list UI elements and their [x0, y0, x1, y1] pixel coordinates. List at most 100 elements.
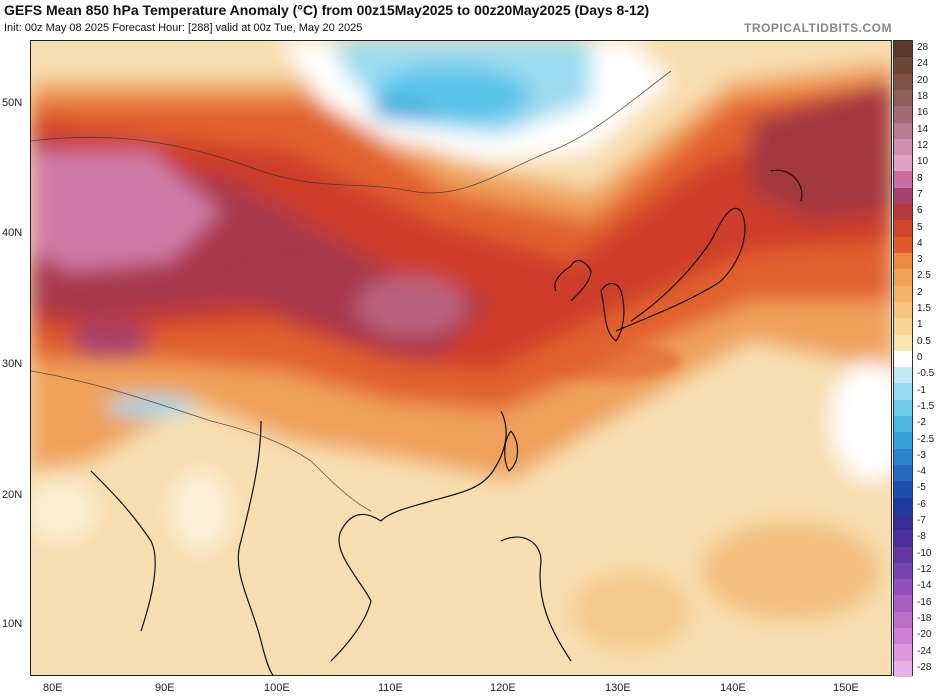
lat-label-50: 50N [2, 97, 23, 109]
color-swatch [894, 399, 912, 417]
color-swatch [894, 285, 912, 303]
color-swatch [894, 611, 912, 629]
color-scale-label: -16 [917, 596, 932, 608]
color-scale-label: 2.5 [917, 270, 931, 282]
color-swatch [894, 481, 912, 499]
color-scale-label: -2 [917, 417, 926, 429]
color-swatch [894, 187, 912, 205]
color-scale-label: -2.5 [917, 433, 935, 445]
color-swatch [894, 595, 912, 613]
color-scale-label: -10 [917, 547, 932, 559]
color-swatch [894, 41, 912, 58]
lon-label-100: 100E [264, 682, 290, 694]
color-scale-label: -28 [917, 661, 932, 673]
color-scale-label: 4 [917, 237, 923, 249]
color-scale-label: -12 [917, 564, 932, 575]
color-scale-label: 3 [917, 254, 923, 266]
color-scale-label: -6 [917, 498, 926, 510]
color-swatch [894, 530, 912, 548]
map-title: GEFS Mean 850 hPa Temperature Anomaly (°… [4, 2, 650, 18]
lon-label-120: 120E [490, 682, 516, 694]
lat-label-10: 10N [2, 618, 23, 630]
country-borders [31, 70, 672, 512]
color-scale-label: 6 [917, 205, 923, 217]
map-subtitle: Init: 00z May 08 2025 Forecast Hour: [28… [4, 22, 363, 34]
color-scale-label: -7 [917, 515, 926, 527]
lat-label-20: 20N [2, 489, 23, 501]
lon-label-110: 110E [378, 682, 403, 694]
lat-label-40: 40N [2, 227, 23, 239]
color-scale-label: 2 [917, 286, 923, 298]
color-scale-label: -1 [917, 384, 926, 396]
anomaly-detail [231, 261, 681, 381]
color-swatch [894, 155, 912, 172]
color-swatch [894, 562, 912, 580]
map-canvas [31, 41, 891, 675]
color-swatch [894, 465, 912, 482]
color-swatch [894, 660, 912, 678]
color-swatch [894, 367, 912, 384]
anomaly-field [31, 41, 891, 675]
color-swatch [894, 318, 912, 336]
color-scale-label: 14 [917, 123, 929, 135]
color-swatch [894, 513, 912, 531]
color-scale-label: 1.5 [917, 303, 931, 315]
lon-label-150: 150E [833, 682, 859, 694]
lat-label-30: 30N [2, 358, 23, 370]
color-scale-label: 24 [917, 58, 929, 70]
color-swatch [894, 106, 912, 124]
lon-label-80: 80E [43, 682, 63, 694]
color-scale-bar [893, 40, 913, 678]
color-swatch [894, 350, 912, 368]
color-swatch [894, 644, 912, 662]
color-scale-label: 7 [917, 188, 923, 200]
color-scale-label: 16 [917, 107, 929, 119]
color-swatch [894, 383, 912, 401]
color-swatch [894, 73, 912, 91]
color-scale-label: -1.5 [917, 400, 935, 412]
color-scale-label: -18 [917, 612, 932, 624]
brand-watermark: TROPICALTIDBITS.COM [744, 21, 892, 35]
color-swatch [894, 448, 912, 466]
coastlines [90, 169, 803, 675]
color-swatch [894, 89, 912, 107]
color-swatch [894, 416, 912, 433]
color-swatch [894, 253, 912, 270]
color-swatch [894, 334, 912, 352]
lon-label-140: 140E [720, 682, 746, 694]
color-scale-label: -24 [917, 645, 932, 657]
color-scale-label: -20 [917, 629, 932, 641]
color-swatch [894, 546, 912, 564]
color-swatch [894, 628, 912, 645]
color-swatch [894, 301, 912, 319]
color-swatch [894, 269, 912, 287]
color-scale-label: 20 [917, 74, 929, 86]
color-swatch [894, 236, 912, 254]
color-scale-label: 1 [917, 319, 923, 331]
color-swatch [894, 138, 912, 156]
color-scale-label: -14 [917, 580, 932, 592]
color-scale-label: 12 [917, 140, 929, 151]
color-swatch [894, 171, 912, 189]
color-swatch [894, 122, 912, 140]
color-scale-label: -5 [917, 482, 926, 494]
color-scale-label: 10 [917, 156, 929, 168]
anomaly-map [30, 40, 892, 676]
lon-label-90: 90E [155, 682, 175, 694]
color-scale-label: 0.5 [917, 335, 931, 347]
color-scale-label: -8 [917, 531, 926, 543]
color-swatch [894, 204, 912, 221]
color-swatch [894, 220, 912, 238]
color-scale-label: -4 [917, 466, 926, 478]
color-scale-label: 28 [917, 42, 929, 54]
color-scale-label: 5 [917, 221, 923, 233]
lon-label-130: 130E [605, 682, 631, 694]
color-swatch [894, 579, 912, 596]
color-scale-label: -0.5 [917, 368, 935, 380]
color-scale-label: -3 [917, 449, 926, 461]
color-swatch [894, 57, 912, 75]
color-swatch [894, 432, 912, 450]
color-scale-label: 8 [917, 172, 923, 184]
color-scale-label: 18 [917, 91, 929, 103]
color-swatch [894, 497, 912, 515]
